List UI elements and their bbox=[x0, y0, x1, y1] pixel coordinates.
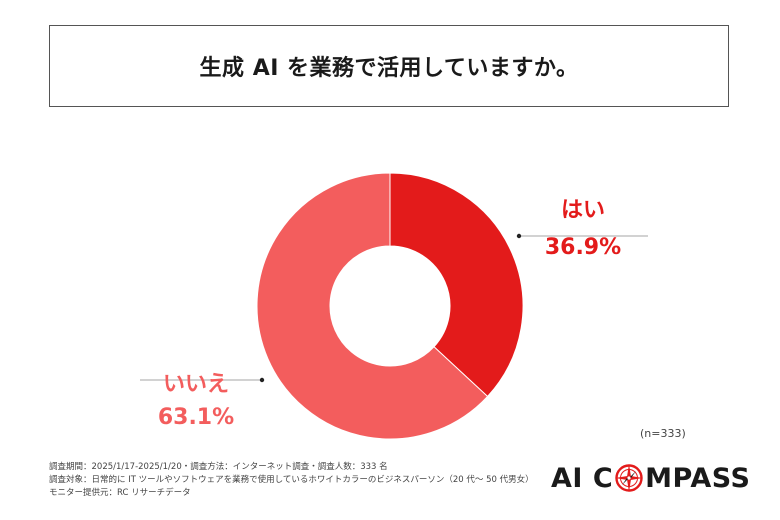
footnote-provider: モニター提供元：RC リサーチデータ bbox=[49, 488, 191, 498]
donut-slice-no bbox=[256, 172, 489, 440]
logo-text-right: MPASS bbox=[645, 462, 751, 494]
slice-label: いいえ bbox=[163, 372, 229, 397]
title-box: 生成 AI を業務で活用していますか。 bbox=[49, 25, 729, 107]
footnotes: 調査期間：2025/1/17-2025/1/20・調査方法：インターネット調査・… bbox=[49, 461, 534, 500]
footnote-period: 調査期間：2025/1/17-2025/1/20・調査方法：インターネット調査・… bbox=[49, 462, 388, 472]
logo-text-left: AI C bbox=[551, 462, 614, 494]
slice-value: 36.9% bbox=[545, 235, 621, 260]
ai-compass-logo: AI C MPASS bbox=[551, 462, 750, 494]
chart-title: 生成 AI を業務で活用していますか。 bbox=[199, 56, 579, 81]
footnote-target: 調査対象：日常的に IT ツールやソフトウェアを業務で使用しているホワイトカラー… bbox=[49, 475, 534, 485]
slice-label: はい bbox=[561, 198, 605, 223]
compass-icon bbox=[615, 464, 644, 492]
sample-size: (n=333) bbox=[640, 427, 686, 440]
leader-dot bbox=[259, 377, 265, 383]
slice-value: 63.1% bbox=[158, 405, 234, 430]
leader-dot bbox=[516, 233, 522, 239]
donut-slice-yes bbox=[389, 172, 524, 398]
